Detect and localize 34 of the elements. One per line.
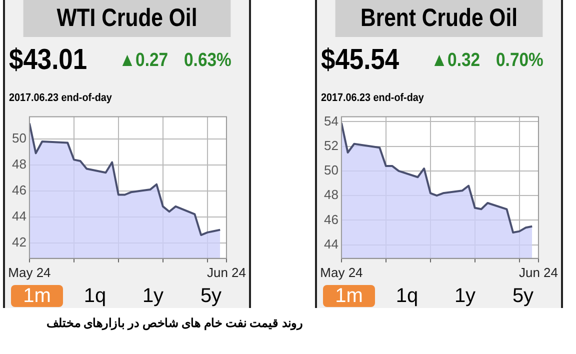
text: 1y (141, 285, 165, 307)
text: 2017.06.23 end-of-day (321, 92, 424, 104)
text: روند قیمت نفت خام های شاخص در بازارهای مختلف (45, 316, 303, 330)
x-tick-label: May 24 (8, 264, 51, 280)
text: 1q (82, 285, 108, 307)
chart-title: Brent Crude Oil (335, 0, 543, 37)
text: 1m (323, 285, 375, 307)
y-tick-label: 54 (324, 113, 338, 128)
y-tick-label: 46 (12, 182, 26, 198)
text: $45.54 (321, 44, 400, 77)
y-tick-label: 44 (12, 208, 26, 224)
text: $43.01 (9, 44, 88, 77)
text: ▲0.27 (119, 50, 168, 72)
y-tick-label: 50 (12, 130, 26, 146)
x-tick-label: Jun 24 (206, 264, 246, 280)
y-tick-label: 52 (324, 138, 338, 153)
y-tick-label: 42 (12, 234, 26, 250)
text: 1m (11, 285, 63, 307)
text: 0.70% (496, 50, 544, 72)
y-tick-label: 50 (324, 162, 338, 178)
y-tick-label: 48 (12, 156, 26, 172)
y-tick-label: 44 (324, 236, 338, 252)
text: 2017.06.23 end-of-day (9, 92, 112, 104)
text: 1y (453, 285, 477, 307)
text: ▲0.32 (431, 50, 480, 72)
chart-title: WTI Crude Oil (23, 0, 231, 37)
x-tick-label: Jun 24 (518, 264, 558, 280)
text: 5y (199, 285, 223, 307)
y-tick-label: 48 (324, 187, 338, 202)
text: 1q (394, 285, 420, 307)
text: 5y (511, 285, 535, 307)
x-tick-label: May 24 (320, 264, 363, 280)
y-tick-label: 46 (324, 212, 338, 227)
text: 0.63% (184, 50, 232, 72)
